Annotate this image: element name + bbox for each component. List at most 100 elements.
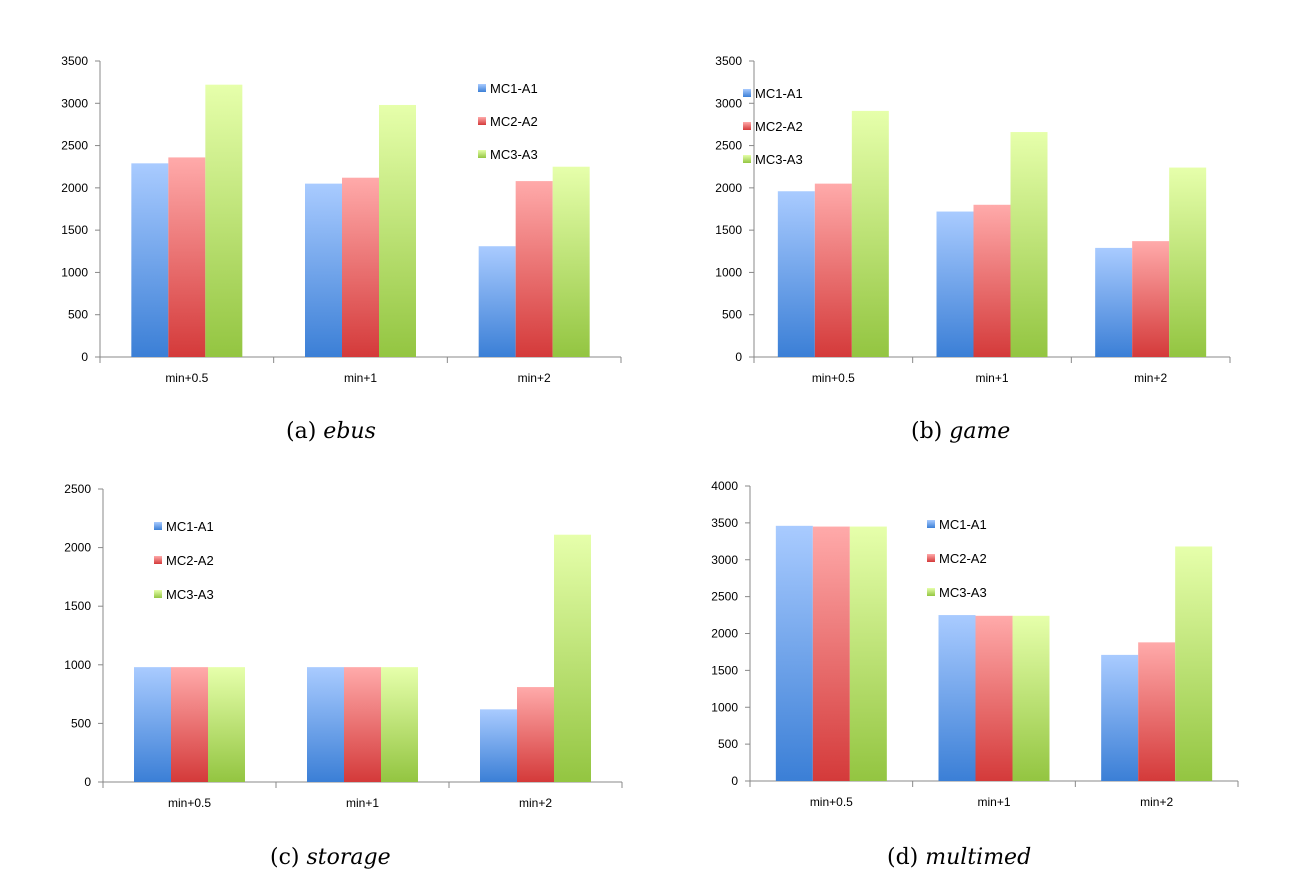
legend-label: MC3-A3: [939, 585, 987, 600]
y-tick-label: 2500: [715, 139, 742, 153]
bar-mc1-a1-min2: [1095, 247, 1133, 357]
bar-mc3-a3-min2: [554, 534, 591, 782]
bar-mc1-a1-min05: [134, 667, 171, 782]
x-category-label: min+1: [346, 796, 379, 810]
caption-d: (d) multimed: [887, 845, 1031, 870]
y-tick-label: 500: [71, 716, 91, 730]
y-tick-label: 1000: [64, 658, 91, 672]
bar-mc2-a2-min05: [814, 183, 852, 357]
x-category-label: min+0.5: [165, 371, 208, 385]
bar-mc1-a1-min1: [305, 183, 342, 357]
bar-mc1-a1-min2: [478, 246, 516, 357]
y-tick-label: 1500: [711, 663, 738, 677]
bar-mc3-a3-min2: [1175, 546, 1213, 781]
legend-swatch: [927, 588, 935, 596]
bar-mc1-a1-min1: [938, 615, 976, 781]
bar-mc3-a3-min05: [849, 526, 887, 781]
y-tick-label: 500: [722, 308, 742, 322]
legend-swatch: [743, 155, 751, 163]
bar-mc3-a3-min1: [379, 104, 416, 357]
bar-mc3-a3-min2: [552, 166, 590, 357]
bar-mc2-a2-min2: [1132, 241, 1170, 357]
caption-b: (b) game: [911, 419, 1010, 444]
caption-c: (c) storage: [270, 845, 391, 870]
bar-mc1-a1-min05: [131, 163, 169, 357]
y-tick-label: 0: [735, 350, 742, 364]
legend-swatch: [743, 89, 751, 97]
y-tick-label: 2500: [61, 139, 88, 153]
x-category-label: min+1: [344, 371, 377, 385]
bar-mc2-a2-min2: [515, 181, 553, 357]
caption-b-name: game: [949, 419, 1011, 444]
caption-d-name: multimed: [925, 845, 1032, 870]
legend-label: MC2-A2: [755, 119, 803, 134]
bar-mc3-a3-min05: [205, 84, 243, 358]
caption-b-letter: (b): [911, 419, 943, 444]
caption-c-letter: (c): [270, 845, 300, 870]
legend-swatch: [154, 556, 162, 564]
bar-mc3-a3-min1: [1012, 615, 1050, 781]
y-tick-label: 2500: [64, 482, 91, 496]
caption-a-name: ebus: [323, 419, 376, 444]
legend-swatch: [478, 84, 486, 92]
bar-mc3-a3-min2: [1169, 167, 1207, 357]
bar-mc2-a2-min05: [168, 157, 206, 357]
legend-label: MC2-A2: [166, 553, 214, 568]
bar-mc3-a3-min05: [208, 667, 245, 782]
chart-panel-c: 0 500 1000 1500 2000 2500 min+0.5 min+1 min+2 MC1…: [0, 443, 652, 886]
y-tick-label: 3500: [715, 54, 742, 68]
x-category-label: min+2: [518, 371, 551, 385]
legend-label: MC3-A3: [755, 152, 803, 167]
bar-mc2-a2-min2: [1138, 642, 1176, 781]
x-category-label: min+0.5: [810, 795, 853, 809]
y-tick-label: 1000: [711, 700, 738, 714]
y-tick-label: 0: [81, 350, 88, 364]
legend-label: MC2-A2: [490, 114, 538, 129]
chart-multimed: 0 500 1000 1500 2000 2500 3000 3500 4000 min+0.5 m…: [711, 479, 1239, 809]
caption-a-letter: (a): [286, 419, 317, 444]
legend-label: MC3-A3: [490, 147, 538, 162]
caption-d-letter: (d): [887, 845, 919, 870]
y-tick-label: 0: [731, 774, 738, 788]
legend-label: MC1-A1: [755, 86, 803, 101]
bar-mc3-a3-min05: [851, 110, 889, 357]
bar-mc2-a2-min1: [344, 667, 381, 782]
legend-label: MC1-A1: [490, 81, 538, 96]
caption-c-name: storage: [306, 845, 391, 870]
y-tick-label: 3500: [711, 516, 738, 530]
y-tick-label: 2000: [711, 627, 738, 641]
bar-mc1-a1-min2: [1101, 654, 1139, 781]
bar-mc2-a2-min05: [812, 526, 850, 781]
y-tick-label: 1500: [61, 223, 88, 237]
x-category-label: min+0.5: [812, 371, 855, 385]
y-tick-label: 500: [718, 737, 738, 751]
y-tick-label: 2000: [61, 181, 88, 195]
y-tick-label: 3000: [61, 96, 88, 110]
y-tick-label: 1500: [64, 599, 91, 613]
bar-mc1-a1-min1: [936, 211, 974, 357]
y-tick-label: 500: [68, 308, 88, 322]
y-tick-label: 0: [84, 775, 91, 789]
legend-swatch: [154, 522, 162, 530]
y-tick-label: 1000: [61, 265, 88, 279]
chart-game: 0 500 1000 1500 2000 2500 3000 3500 min+0.5 min+1…: [715, 54, 1231, 385]
legend-label: MC2-A2: [939, 551, 987, 566]
x-category-label: min+2: [1140, 795, 1173, 809]
x-category-label: min+2: [1134, 371, 1167, 385]
bar-mc1-a1-min2: [480, 709, 517, 782]
x-category-label: min+2: [519, 796, 552, 810]
legend-label: MC1-A1: [939, 517, 987, 532]
bar-mc1-a1-min05: [777, 191, 815, 357]
bar-mc2-a2-min05: [171, 667, 208, 782]
x-category-label: min+1: [977, 795, 1010, 809]
y-tick-label: 4000: [711, 479, 738, 493]
legend-label: MC1-A1: [166, 519, 214, 534]
bar-mc1-a1-min05: [775, 525, 813, 781]
legend-swatch: [927, 520, 935, 528]
y-tick-label: 1000: [715, 265, 742, 279]
bar-mc2-a2-min1: [975, 615, 1013, 781]
y-tick-label: 1500: [715, 223, 742, 237]
chart-panel-b: 0 500 1000 1500 2000 2500 3000 3500 min+0.5 min+1…: [652, 0, 1305, 444]
x-category-label: min+1: [975, 371, 1008, 385]
chart-storage: 0 500 1000 1500 2000 2500 min+0.5 min+1 min+2 MC1…: [64, 482, 623, 810]
